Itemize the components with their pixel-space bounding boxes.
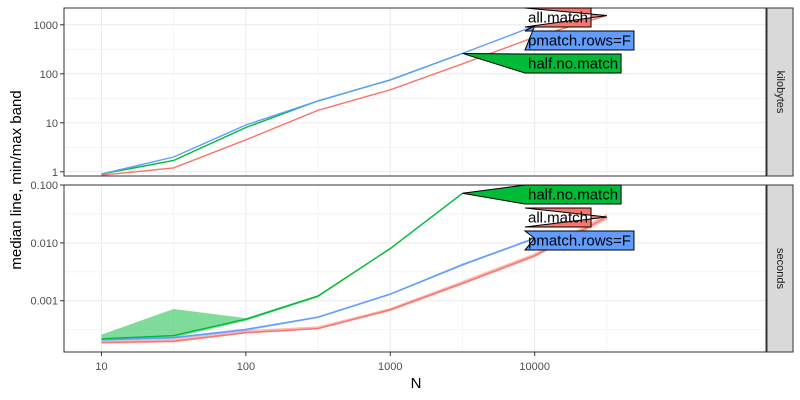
series-label-box [462, 52, 622, 74]
x-tick-label: 100 [237, 361, 255, 373]
series-label-box [524, 7, 607, 28]
series-label: pmatch.rows=F [528, 33, 631, 50]
series-label-box [523, 230, 635, 251]
y-tick-label: 100 [40, 69, 58, 81]
series-label: all.match [528, 210, 588, 227]
strip-label: kilobytes [774, 71, 786, 114]
y-tick-label: 0.001 [30, 296, 58, 308]
series-label: pmatch.rows=F [528, 233, 631, 250]
y-tick-label: 1 [52, 167, 58, 179]
band-all.match [101, 213, 607, 344]
series-line-all.match [101, 14, 608, 176]
strip-background [766, 7, 794, 177]
x-axis-label: N [411, 375, 422, 392]
series-label-box [462, 184, 622, 205]
panel-border [63, 184, 767, 353]
series-label-box [524, 24, 635, 51]
y-tick-label: 10 [46, 118, 58, 130]
band-half.no.match [101, 192, 463, 340]
x-tick-label: 1000 [378, 361, 402, 373]
strip-label: seconds [774, 248, 786, 289]
y-axis-label: median line, min/max band [8, 90, 25, 269]
panel-background [64, 8, 766, 176]
y-tick-label: 0.100 [30, 180, 58, 192]
series-label-box [524, 207, 607, 228]
series-line-pmatch.rows=F [101, 237, 535, 341]
strip-background [766, 184, 794, 353]
series-label: all.match [528, 10, 588, 27]
x-tick-label: 10 [95, 361, 107, 373]
series-label: half.no.match [528, 187, 618, 204]
y-tick-label: 1000 [34, 20, 58, 32]
panel-border [63, 7, 767, 177]
x-tick-label: 10000 [519, 361, 550, 373]
y-tick-label: 0.010 [30, 238, 58, 250]
series-line-half.no.match [101, 192, 463, 340]
series-line-all.match [101, 216, 608, 344]
series-label: half.no.match [528, 56, 618, 73]
